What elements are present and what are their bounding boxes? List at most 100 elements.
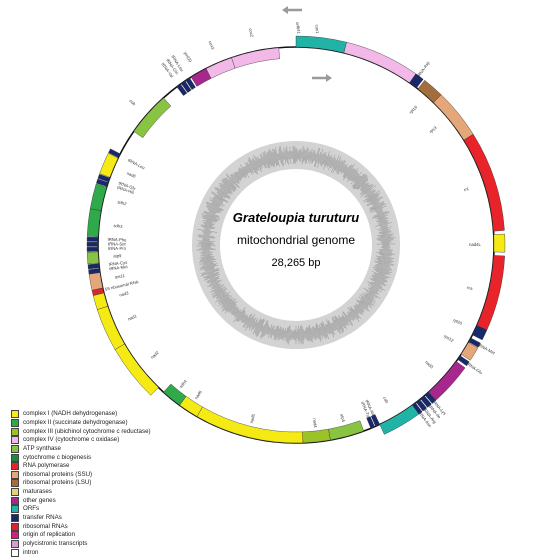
legend-item: ATP synthase (11, 445, 201, 454)
legend-item: polycistronic transcripts (11, 540, 201, 549)
gene-label: sdh2 (117, 199, 128, 206)
gene-label: cob (128, 98, 137, 107)
gene-label: nad6 (194, 389, 204, 400)
gene-trna-ser (87, 242, 98, 246)
gene-nad2 (115, 344, 158, 395)
gene-cox3 (206, 58, 235, 79)
gene-label: tRNA-Met (477, 342, 496, 355)
species-name: Grateloupia turuturu (233, 210, 359, 225)
gene-label: nad4L (469, 242, 481, 247)
gene-label: cox3 (208, 40, 216, 51)
legend-label: RNA polymerase (23, 462, 69, 470)
legend-item: complex III (ubichinol cytochrome c redu… (11, 427, 201, 436)
gene-trna-cys (88, 264, 99, 269)
gene-label: rps3 (428, 125, 438, 134)
gene-orf641 (296, 36, 347, 53)
gene-label: nad3 (424, 360, 435, 370)
gene-cob (380, 405, 419, 434)
gene-label: nad5 (249, 413, 256, 424)
gene-nad4 (303, 429, 331, 443)
gene-nad4l (494, 234, 505, 252)
legend-item: maturases (11, 488, 201, 497)
legend-item: cytochrome c biogenesis (11, 453, 201, 462)
gene-label: tRNA-Glu (466, 361, 484, 376)
legend-swatch (11, 454, 19, 462)
genome-size: 28,265 bp (272, 257, 321, 269)
gene-label: orf641 (295, 22, 302, 35)
gene-label: 5S ribosomal RNA (104, 279, 139, 292)
arrow-inner-strand (312, 74, 332, 82)
legend-label: intron (23, 549, 38, 557)
gene-label: sdh3 (113, 223, 123, 229)
legend-item: RNA polymerase (11, 462, 201, 471)
gene-label: cob (382, 396, 390, 405)
arrow-outer-strand (282, 6, 302, 14)
gene-nad3 (428, 361, 465, 400)
legend-label: ribosomal RNAs (23, 523, 68, 531)
genome-subtitle: mitochondrial genome (237, 233, 355, 247)
legend-item: other genes (11, 496, 201, 505)
legend-label: origin of replication (23, 531, 75, 539)
gene-label: ymf39 (183, 51, 193, 64)
gene-label: rns (466, 285, 473, 291)
gene-nad1 (97, 306, 124, 349)
gene-label: rpl20 (452, 317, 463, 326)
legend-item: origin of replication (11, 531, 201, 540)
gene-nad3b (93, 293, 107, 310)
legend-item: ORFs (11, 505, 201, 514)
gene-label: cox2 (248, 28, 255, 38)
legend-swatch (11, 428, 19, 436)
legend-swatch (11, 497, 19, 505)
legend-swatch (11, 436, 19, 444)
gene-trna-phe (87, 237, 98, 242)
gene-label: tRNA-Leu (127, 158, 146, 171)
gene-label: nad3 (119, 290, 130, 298)
legend-swatch (11, 505, 19, 513)
legend-item: complex I (NADH dehydrogenase) (11, 410, 201, 419)
legend-label: ATP synthase (23, 445, 61, 453)
gene-label: atp9 (113, 253, 122, 258)
legend-swatch (11, 531, 19, 539)
legend-label: complex IV (cytochrome c oxidase) (23, 436, 119, 444)
gene-label: rps12 (443, 333, 455, 343)
gene-label: tRNA-Asp (416, 60, 431, 79)
gene-trna-pro (87, 247, 98, 251)
legend-item: intron (11, 548, 201, 557)
gene-label: atp4 (339, 413, 346, 423)
legend-label: cytochrome c biogenesis (23, 454, 91, 462)
gene-label: rpl16 (408, 104, 419, 115)
legend-swatch (11, 549, 19, 557)
gene-label: rps11 (114, 273, 126, 280)
legend-item: ribosomal RNAs (11, 522, 201, 531)
legend-label: transfer RNAs (23, 514, 62, 522)
gene-rns (477, 255, 505, 330)
gene-label: nad4 (312, 418, 318, 428)
legend-label: ribosomal proteins (SSU) (23, 471, 92, 479)
legend-label: other genes (23, 497, 56, 505)
legend-label: complex I (NADH dehydrogenase) (23, 410, 117, 418)
legend-swatch (11, 410, 19, 418)
gene-label: nad6 (126, 171, 137, 180)
gene-cox1 (344, 42, 416, 83)
legend-label: maturases (23, 488, 52, 496)
gene-nad5 (197, 407, 303, 443)
gene-rps3 (434, 95, 474, 140)
legend-swatch (11, 540, 19, 548)
gene-cob2 (134, 98, 171, 138)
gene-label: cox1 (314, 24, 320, 34)
gene-label: nad1 (127, 313, 138, 322)
legend-swatch (11, 479, 19, 487)
legend-label: complex III (ubichinol cytochrome c redu… (23, 428, 151, 436)
legend-item: ribosomal proteins (LSU) (11, 479, 201, 488)
legend-item: complex II (succinate dehydrogenase) (11, 419, 201, 428)
gene-rnl (464, 134, 505, 231)
legend-item: complex IV (cytochrome c oxidase) (11, 436, 201, 445)
legend-label: ribosomal proteins (LSU) (23, 479, 91, 487)
legend-swatch (11, 419, 19, 427)
legend-swatch (11, 445, 19, 453)
legend-item: transfer RNAs (11, 514, 201, 523)
gene-atp9 (87, 252, 99, 264)
legend: complex I (NADH dehydrogenase)complex II… (11, 410, 201, 557)
legend-swatch (11, 514, 19, 522)
legend-swatch (11, 471, 19, 479)
